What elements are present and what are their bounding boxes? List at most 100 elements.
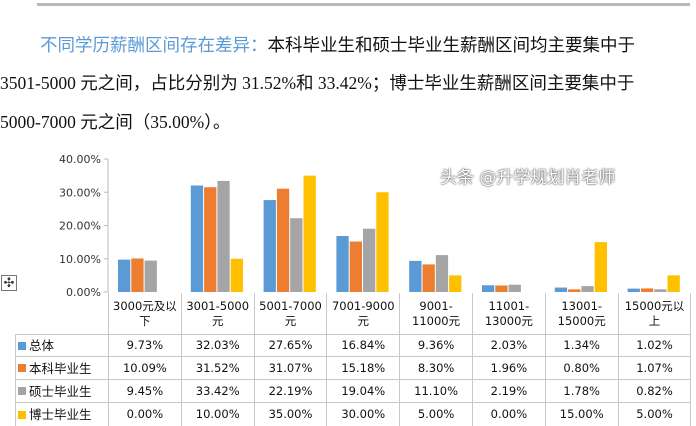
bar-1-5 — [495, 285, 508, 292]
legend-row-label: 本科毕业生 — [18, 357, 92, 379]
table-vline — [617, 293, 619, 426]
data-cell: 1.07% — [636, 360, 673, 375]
table-vline — [253, 293, 255, 426]
data-cell: 15.18% — [341, 360, 386, 375]
data-cell: 19.04% — [341, 383, 386, 398]
bar-3-4 — [449, 275, 462, 292]
category-label: 5001-7000元 — [259, 299, 322, 328]
y-tick-label: 20.00% — [59, 220, 101, 233]
page-top-rule — [37, 3, 690, 6]
y-tick-label: 10.00% — [59, 253, 101, 266]
category-label: 9001-11000元 — [412, 299, 461, 328]
data-cell: 10.09% — [122, 360, 167, 375]
table-hline — [15, 356, 691, 357]
bar-1-2 — [276, 188, 290, 292]
table-hline — [15, 334, 691, 335]
bar-1-7 — [640, 288, 654, 292]
data-cell: 16.84% — [341, 338, 386, 352]
data-cell: 1.96% — [490, 360, 528, 375]
bar-0-1 — [190, 185, 204, 292]
data-cell: 0.00% — [126, 407, 164, 421]
bar-1-6 — [568, 289, 581, 292]
data-cell: 15.00% — [559, 407, 604, 421]
bar-chart[interactable]: 0.00% 10.00% 20.00% 30.00% 40.00% — [0, 150, 696, 426]
category-label: 15000元以上 — [624, 299, 685, 328]
paragraph-line-1: 不同学历薪酬区间存在差异：本科毕业生和硕士毕业生薪酬区间均主要集中于 — [40, 34, 635, 56]
bar-0-3 — [336, 236, 349, 292]
bar-2-0 — [144, 260, 157, 292]
data-cell: 8.30% — [417, 360, 455, 375]
data-cell: 32.03% — [195, 338, 240, 352]
paragraph-line-3: 5000-7000 元之间（35.00%）。 — [0, 112, 231, 132]
legend-swatch — [18, 410, 26, 419]
bar-1-4 — [422, 264, 435, 292]
bar-0-2 — [263, 200, 276, 292]
data-cell: 1.34% — [563, 338, 600, 352]
line1-text: 本科毕业生和硕士毕业生薪酬区间均主要集中于 — [267, 35, 636, 55]
series-name: 博士毕业生 — [29, 407, 92, 422]
data-cell: 33.42% — [195, 383, 240, 398]
category-label: 3000元及以下 — [113, 299, 177, 328]
table-hline — [15, 402, 691, 403]
table-vline — [472, 293, 473, 426]
data-cell: 1.78% — [563, 383, 600, 398]
legend-swatch — [18, 341, 26, 350]
bar-0-7 — [627, 288, 640, 292]
table-vline — [690, 293, 692, 426]
bar-0-5 — [482, 285, 495, 292]
data-cell: 22.19% — [268, 383, 313, 398]
data-cell: 10.00% — [195, 407, 240, 421]
data-cell: 2.19% — [490, 383, 528, 398]
data-cell: 2.03% — [490, 338, 528, 352]
table-vline — [326, 293, 328, 426]
data-cell: 27.65% — [268, 338, 313, 352]
bar-3-3 — [376, 192, 389, 292]
series-name: 总体 — [29, 338, 55, 353]
data-cell: 31.52% — [195, 360, 240, 375]
bar-0-0 — [118, 259, 131, 292]
bar-2-6 — [581, 286, 594, 292]
table-vline — [15, 334, 16, 426]
data-cell: 30.00% — [341, 407, 386, 421]
legend-row-label: 总体 — [18, 335, 54, 356]
data-cell: 31.07% — [268, 360, 313, 375]
y-tick-label: 0.00% — [66, 286, 101, 299]
data-cell: 11.10% — [414, 383, 459, 398]
data-cell: 9.45% — [126, 383, 164, 398]
y-tick-label: 40.00% — [59, 153, 101, 166]
bar-2-1 — [217, 180, 230, 292]
legend-swatch — [18, 364, 26, 372]
bar-2-5 — [508, 284, 521, 292]
bar-3-1 — [230, 258, 243, 292]
move-handle-icon[interactable]: ✣ — [1, 275, 17, 291]
bar-2-2 — [290, 218, 303, 292]
data-cell: 9.36% — [417, 338, 455, 352]
watermark: 头条 @升学规划肖老师 — [440, 168, 616, 188]
table-vline — [180, 293, 182, 426]
bar-2-7 — [654, 289, 667, 292]
bar-1-3 — [349, 241, 362, 292]
data-cell: 0.82% — [636, 383, 673, 398]
data-cell: 5.00% — [417, 407, 455, 421]
bar-3-2 — [303, 175, 316, 292]
legend-swatch — [18, 387, 26, 395]
category-label: 11001-13000元 — [484, 299, 533, 328]
bar-1-1 — [204, 187, 217, 292]
bar-3-6 — [594, 242, 607, 292]
data-cell: 0.80% — [563, 360, 600, 375]
data-cell: 35.00% — [268, 407, 313, 421]
category-label: 13001-15000元 — [557, 299, 606, 328]
table-vline — [108, 293, 109, 426]
data-cell: 9.73% — [126, 338, 164, 352]
legend-row-label: 硕士毕业生 — [18, 380, 92, 402]
table-hline — [15, 379, 691, 380]
data-cell: 0.00% — [490, 407, 528, 421]
bar-1-0 — [131, 258, 144, 292]
table-vline — [544, 293, 546, 426]
highlight-text: 不同学历薪酬区间存在差异： — [40, 35, 268, 55]
data-cell: 5.00% — [636, 407, 673, 421]
bar-3-7 — [667, 275, 680, 292]
bar-0-6 — [554, 287, 568, 292]
category-label: 3001-5000元 — [186, 299, 250, 328]
